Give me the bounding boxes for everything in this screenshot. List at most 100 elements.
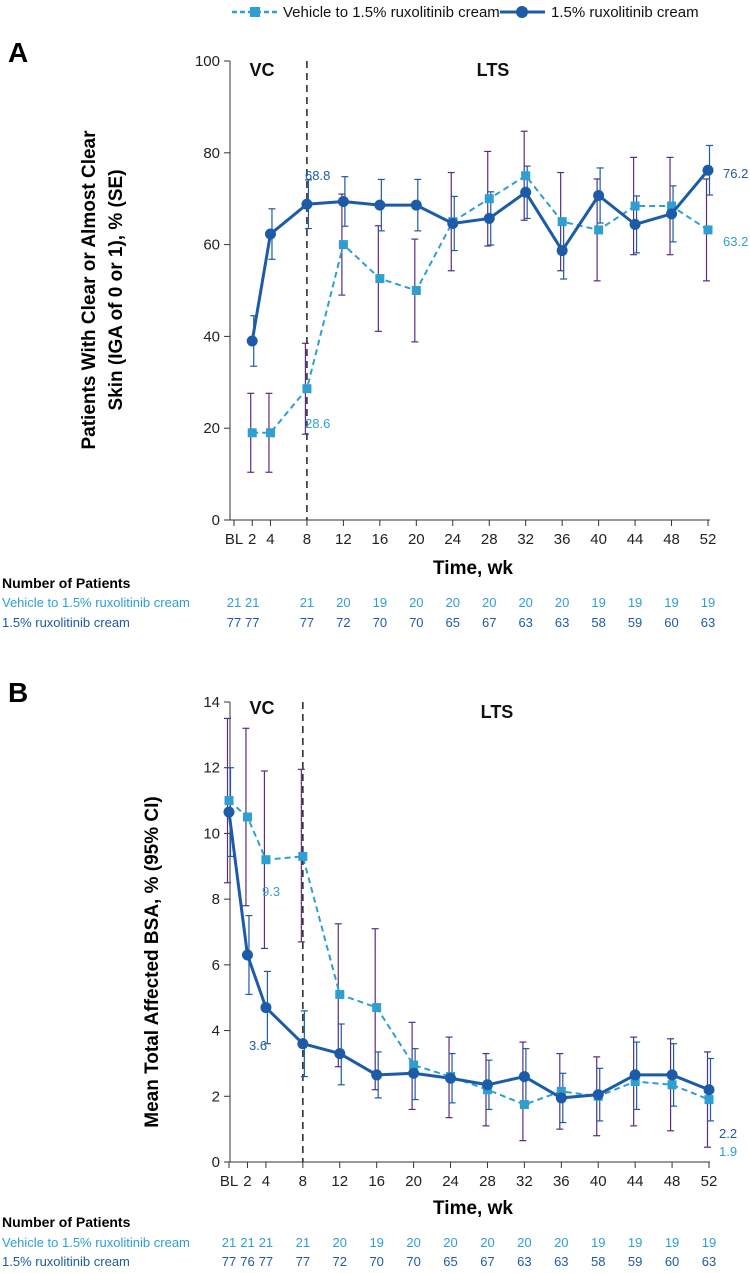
panel-a-patient-count-vehicle: 19 [591, 595, 605, 610]
panel-a-point-ruxolitinib [629, 218, 641, 230]
panel-a-x-tick-label: 12 [335, 531, 352, 548]
panel-b-patient-count-vehicle: 20 [517, 1235, 531, 1250]
panel-a-patient-count-vehicle: 20 [336, 595, 350, 610]
panel-b-point-ruxolitinib [260, 1002, 272, 1014]
panel-b-point-ruxolitinib [408, 1067, 420, 1079]
panel-a-x-tick-label: 36 [554, 531, 571, 548]
panel-b-point-vehicle [372, 1003, 382, 1013]
panel-b-y-tick-label: 12 [203, 760, 220, 777]
panel-a-point-ruxolitinib [447, 217, 459, 229]
panel-b-y-tick-label: 14 [203, 694, 220, 711]
panel-b-x-tick-label: 48 [664, 1173, 681, 1190]
panel-b-patients-header: Number of Patients [2, 1214, 131, 1230]
panel-b-patient-count-ruxolitinib: 67 [480, 1254, 494, 1269]
panel-b-y-tick-label: 8 [212, 891, 220, 908]
panel-b-point-vehicle [519, 1100, 529, 1109]
panel-a-patient-count-vehicle: 20 [555, 595, 569, 610]
panel-b-point-ruxolitinib [629, 1069, 641, 1081]
panel-b-x-tick-label: 12 [331, 1173, 348, 1190]
panel-b-value-annotation: 9.3 [262, 884, 280, 899]
panel-a-patient-count-vehicle: 19 [628, 595, 642, 610]
panel-b-label: B [8, 677, 28, 708]
panel-b-lts-label: LTS [481, 702, 514, 722]
panel-a-patient-count-vehicle: 21 [245, 595, 259, 610]
panel-a-patient-count-ruxolitinib: 58 [591, 615, 605, 630]
panel-a-point-ruxolitinib [301, 198, 313, 210]
panel-a-patient-count-vehicle: 19 [373, 595, 387, 610]
panel-a-patient-count-vehicle: 20 [518, 595, 532, 610]
panel-a-x-tick-label: 28 [481, 531, 498, 548]
panel-b-patients-ruxolitinib-label: 1.5% ruxolitinib cream [2, 1254, 130, 1269]
panel-b-point-ruxolitinib [481, 1079, 493, 1091]
panel-b-point-vehicle [261, 855, 271, 865]
panel-a-x-tick-label: 52 [700, 531, 717, 548]
panel-a-patients-ruxolitinib-label: 1.5% ruxolitinib cream [2, 615, 130, 630]
panel-b-patient-count-ruxolitinib: 77 [296, 1254, 310, 1269]
panel-a-point-vehicle [630, 201, 640, 211]
panel-a-patient-count-ruxolitinib: 77 [300, 615, 314, 630]
panel-b-patient-count-ruxolitinib: 63 [702, 1254, 716, 1269]
panel-a-y-axis-title-line2: Skin (IGA of 0 or 1), % (SE) [106, 169, 127, 410]
panel-b-patient-count-ruxolitinib: 70 [369, 1254, 383, 1269]
panel-a-x-tick-label: 32 [517, 531, 534, 548]
panel-b-value-annotation: 2.2 [719, 1126, 737, 1141]
panel-a-label: A [8, 37, 28, 68]
legend-ruxolitinib-label: 1.5% ruxolitinib cream [551, 4, 699, 21]
panel-a-point-ruxolitinib [556, 245, 568, 257]
panel-a-vc-label: VC [249, 60, 274, 80]
panel-a-y-tick-label: 80 [203, 145, 220, 162]
panel-a-value-annotation: 63.2 [723, 234, 748, 249]
panel-b-point-ruxolitinib [445, 1072, 457, 1084]
panel-a-x-tick-label: 40 [590, 531, 607, 548]
panel-b-x-tick-label: 40 [590, 1173, 607, 1190]
panel-a-point-ruxolitinib [374, 199, 386, 211]
panel-a-y-axis-title-line1: Patients With Clear or Almost Clear [79, 130, 100, 450]
panel-b-patient-count-ruxolitinib: 70 [406, 1254, 420, 1269]
panel-b-point-ruxolitinib [241, 949, 253, 961]
panel-a-x-tick-label: 4 [266, 531, 274, 548]
panel-a-point-vehicle [375, 274, 385, 284]
panel-a-y-tick-label: 20 [203, 420, 220, 437]
panel-a-point-ruxolitinib [246, 335, 258, 347]
legend-vehicle-label: Vehicle to 1.5% ruxolitinib cream [283, 4, 500, 21]
panel-b: B VC LTS Mean Total Affected BSA, % (95%… [2, 677, 737, 1269]
panel-a-patient-count-vehicle: 21 [227, 595, 241, 610]
panel-b-value-annotation: 1.9 [719, 1144, 737, 1159]
panel-b-x-tick-label: 28 [479, 1173, 496, 1190]
panel-a-x-tick-label: 48 [663, 531, 680, 548]
panel-b-patient-count-vehicle: 21 [222, 1235, 236, 1250]
panel-b-patient-count-vehicle: 19 [665, 1235, 679, 1250]
panel-a-point-ruxolitinib [483, 212, 495, 224]
panel-a-point-ruxolitinib [410, 199, 422, 211]
panel-b-patient-count-ruxolitinib: 65 [443, 1254, 457, 1269]
panel-b-patient-count-ruxolitinib: 59 [628, 1254, 642, 1269]
panel-b-patient-count-ruxolitinib: 77 [259, 1254, 273, 1269]
panel-a-patients-vehicle-label: Vehicle to 1.5% ruxolitinib cream [2, 595, 190, 610]
panel-a-x-axis-title: Time, wk [433, 558, 513, 579]
panel-b-patient-count-vehicle: 19 [702, 1235, 716, 1250]
panel-a-point-vehicle [521, 171, 531, 181]
panel-b-point-vehicle [224, 796, 234, 806]
panel-b-point-vehicle [409, 1060, 419, 1070]
legend-ruxolitinib-marker [516, 6, 528, 18]
legend-vehicle-marker [250, 7, 260, 17]
panel-b-patient-count-ruxolitinib: 77 [222, 1254, 236, 1269]
panel-a-point-ruxolitinib [337, 195, 349, 207]
panel-a-patient-count-ruxolitinib: 65 [446, 615, 460, 630]
panel-b-patient-count-ruxolitinib: 72 [333, 1254, 347, 1269]
panel-b-point-ruxolitinib [334, 1048, 346, 1060]
panel-b-point-ruxolitinib [371, 1069, 383, 1081]
panel-b-patient-count-vehicle: 20 [480, 1235, 494, 1250]
panel-a-x-tick-label: 16 [372, 531, 389, 548]
panel-b-y-tick-label: 0 [212, 1154, 220, 1171]
panel-a-point-ruxolitinib [702, 164, 714, 176]
panel-a-point-vehicle [594, 225, 604, 235]
panel-a-patient-count-ruxolitinib: 60 [664, 615, 678, 630]
panel-b-point-ruxolitinib [592, 1089, 604, 1101]
panel-a-point-vehicle [338, 240, 348, 250]
panel-b-y-tick-label: 6 [212, 957, 220, 974]
panel-a-patients-header: Number of Patients [2, 575, 131, 591]
panel-a-patient-count-vehicle: 20 [482, 595, 496, 610]
panel-b-x-tick-label: 4 [262, 1173, 270, 1190]
panel-a-y-tick-label: 40 [203, 328, 220, 345]
